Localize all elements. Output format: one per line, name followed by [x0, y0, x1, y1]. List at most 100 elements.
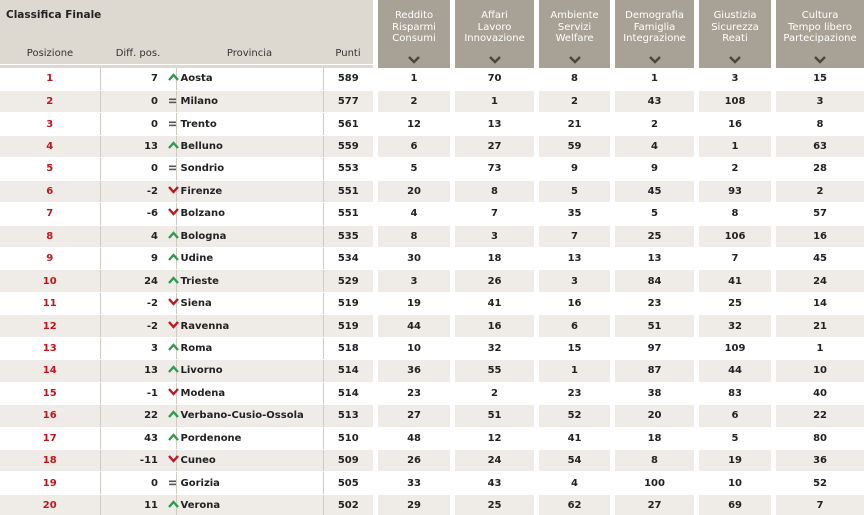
- category-rank-cell: 2: [455, 382, 535, 406]
- spacer: [534, 494, 540, 515]
- category-header-demografia[interactable]: Demografia Famiglia Integrazione: [615, 0, 695, 68]
- table-row[interactable]: 2 0 Milano 577 2 1 2 43 108 3: [0, 90, 864, 114]
- spacer: [771, 359, 777, 383]
- spacer: [694, 427, 700, 450]
- table-row[interactable]: 15 -1 Modena 514 23 2 23 38 83 40: [0, 382, 864, 406]
- arrow-up-icon: [168, 73, 179, 84]
- page-title: Classifica Finale: [6, 9, 102, 21]
- category-rank-cell: 52: [539, 404, 611, 428]
- category-rank-cell: 40: [776, 382, 864, 406]
- category-rank-cell: 36: [378, 359, 451, 383]
- table-row[interactable]: 12 -2 Ravenna 519 44 16 6 51 32 21: [0, 314, 864, 338]
- category-rank-cell: 33: [378, 471, 451, 495]
- spacer: [534, 157, 540, 181]
- spacer: [610, 269, 616, 293]
- table-row[interactable]: 6 -2 Firenze 551 20 8 5 45 93 2: [0, 180, 864, 204]
- category-rank-cell: 9: [539, 157, 611, 181]
- category-header-affari[interactable]: Affari Lavoro Innovazione: [455, 0, 535, 68]
- trend-cell: [158, 494, 179, 515]
- provincia-cell: Firenze: [175, 180, 323, 204]
- table-row[interactable]: 16 22 Verbano-Cusio-Ossola 513 27 51 52 20 6 22: [0, 404, 864, 428]
- table-row[interactable]: 3 0 Trento 561 12 13 21 2 16 8: [0, 112, 864, 136]
- table-row[interactable]: 4 13 Belluno 559 6 27 59 4 1 63: [0, 135, 864, 159]
- category-header-ambiente[interactable]: Ambiente Servizi Welfare: [539, 0, 611, 68]
- category-rank-cell: 51: [455, 404, 535, 428]
- spacer: [610, 314, 616, 338]
- table-row[interactable]: 20 11 Verona 502 29 25 62 27 69 7: [0, 494, 864, 515]
- category-rank-cell: 16: [776, 225, 864, 249]
- category-rank-cell: 3: [378, 269, 451, 293]
- sort-button[interactable]: [378, 52, 450, 68]
- spacer: [373, 337, 379, 361]
- spacer: [373, 68, 379, 91]
- spacer: [450, 68, 456, 91]
- category-rank-cell: 15: [776, 68, 864, 91]
- header-left: Classifica Finale Posizione Diff. pos. P…: [0, 0, 374, 68]
- diff-cell: 13: [99, 135, 158, 159]
- category-label-line: Cultura: [801, 10, 839, 21]
- provincia-cell: Ravenna: [175, 314, 323, 338]
- spacer: [450, 135, 456, 159]
- punti-cell: 502: [322, 494, 374, 515]
- spacer: [450, 292, 456, 316]
- category-rank-cell: 2: [699, 157, 772, 181]
- sort-button[interactable]: [699, 52, 771, 68]
- table-row[interactable]: 14 13 Livorno 514 36 55 1 87 44 10: [0, 359, 864, 383]
- diff-cell: -1: [99, 382, 158, 406]
- category-label: Demografia Famiglia Integrazione: [615, 0, 694, 52]
- table-row[interactable]: 13 3 Roma 518 10 32 15 97 109 1: [0, 337, 864, 361]
- spacer: [534, 269, 540, 293]
- table-row[interactable]: 8 4 Bologna 535 8 3 7 25 106 16: [0, 225, 864, 249]
- diff-cell: 0: [99, 90, 158, 114]
- sort-button[interactable]: [539, 52, 610, 68]
- position-cell: 7: [0, 202, 100, 226]
- table-row[interactable]: 18 -11 Cuneo 509 26 24 54 8 19 36: [0, 449, 864, 473]
- table-row[interactable]: 10 24 Trieste 529 3 26 3 84 41 24: [0, 269, 864, 293]
- equal-icon: [168, 478, 177, 489]
- category-header-reddito[interactable]: Reddito Risparmi Consumi: [378, 0, 451, 68]
- trend-cell: [158, 359, 179, 383]
- table-row[interactable]: 7 -6 Bolzano 551 4 7 35 5 8 57: [0, 202, 864, 226]
- category-label-line: Affari: [481, 10, 508, 21]
- diff-cell: 13: [99, 359, 158, 383]
- category-rank-cell: 27: [455, 135, 535, 159]
- spacer: [694, 404, 700, 428]
- arrow-up-icon: [168, 141, 179, 152]
- spacer: [694, 135, 700, 159]
- spacer: [610, 382, 616, 406]
- trend-cell: [158, 404, 179, 428]
- spacer: [610, 225, 616, 249]
- category-rank-cell: 32: [699, 314, 772, 338]
- punti-cell: 553: [322, 157, 374, 181]
- spacer: [373, 202, 379, 226]
- spacer: [694, 247, 700, 271]
- category-rank-cell: 9: [615, 157, 695, 181]
- category-header-giustizia[interactable]: Giustizia Sicurezza Reati: [699, 0, 772, 68]
- category-rank-cell: 3: [539, 269, 611, 293]
- provincia-cell: Livorno: [175, 359, 323, 383]
- provincia-cell: Milano: [175, 90, 323, 114]
- table-row[interactable]: 17 43 Pordenone 510 48 12 41 18 5 80: [0, 427, 864, 450]
- category-rank-cell: 45: [776, 247, 864, 271]
- spacer: [450, 269, 456, 293]
- table-row[interactable]: 1 7 Aosta 589 1 70 8 1 3 15: [0, 68, 864, 91]
- column-header-punti: Punti: [335, 48, 361, 60]
- sort-button[interactable]: [455, 52, 534, 68]
- spacer: [694, 359, 700, 383]
- table-row[interactable]: 19 0 Gorizia 505 33 43 4 100 10 52: [0, 471, 864, 495]
- table-row[interactable]: 9 9 Udine 534 30 18 13 13 7 45: [0, 247, 864, 271]
- table-row[interactable]: 11 -2 Siena 519 19 41 16 23 25 14: [0, 292, 864, 316]
- spacer: [373, 90, 379, 114]
- sort-button[interactable]: [615, 52, 694, 68]
- sort-button[interactable]: [776, 52, 864, 68]
- category-header-cultura[interactable]: Cultura Tempo libero Partecipazione: [776, 0, 864, 68]
- position-cell: 1: [0, 68, 100, 91]
- spacer: [450, 180, 456, 204]
- equal-icon: [168, 96, 177, 107]
- punti-cell: 519: [322, 292, 374, 316]
- spacer: [771, 449, 777, 473]
- diff-cell: -2: [99, 314, 158, 338]
- table-row[interactable]: 5 0 Sondrio 553 5 73 9 9 2 28: [0, 157, 864, 181]
- spacer: [771, 157, 777, 181]
- spacer: [373, 359, 379, 383]
